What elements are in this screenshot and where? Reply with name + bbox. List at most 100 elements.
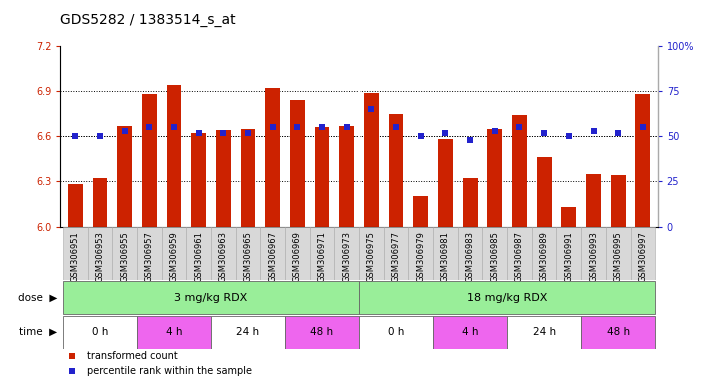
Text: 4 h: 4 h xyxy=(462,327,479,337)
Bar xyxy=(586,174,601,227)
Bar xyxy=(557,227,581,280)
Bar xyxy=(87,227,112,280)
Bar xyxy=(433,227,458,280)
Bar xyxy=(611,175,626,227)
Bar xyxy=(606,227,631,280)
Bar xyxy=(487,129,502,227)
Bar xyxy=(537,157,552,227)
Point xyxy=(637,124,648,131)
Bar xyxy=(581,227,606,280)
Text: 48 h: 48 h xyxy=(311,327,333,337)
Bar xyxy=(315,127,329,227)
Text: percentile rank within the sample: percentile rank within the sample xyxy=(87,366,252,376)
Bar xyxy=(636,94,651,227)
Bar xyxy=(463,179,478,227)
Bar xyxy=(310,227,334,280)
Point xyxy=(439,130,451,136)
Bar xyxy=(137,316,211,349)
Point xyxy=(415,133,427,139)
Text: GSM306955: GSM306955 xyxy=(120,231,129,281)
Bar xyxy=(413,197,428,227)
Text: 0 h: 0 h xyxy=(388,327,405,337)
Text: GSM306979: GSM306979 xyxy=(416,231,425,282)
Text: GDS5282 / 1383514_s_at: GDS5282 / 1383514_s_at xyxy=(60,13,236,27)
Point xyxy=(218,130,229,136)
Text: 24 h: 24 h xyxy=(237,327,260,337)
Bar xyxy=(339,126,354,227)
Point xyxy=(390,124,402,131)
Bar xyxy=(265,88,280,227)
Bar xyxy=(285,316,359,349)
Bar xyxy=(334,227,359,280)
Text: time  ▶: time ▶ xyxy=(18,327,57,337)
Point xyxy=(538,130,550,136)
Point xyxy=(95,133,106,139)
Text: GSM306951: GSM306951 xyxy=(70,231,80,281)
Bar xyxy=(458,227,483,280)
Bar xyxy=(211,227,235,280)
Text: GSM306963: GSM306963 xyxy=(219,231,228,282)
Bar xyxy=(137,227,161,280)
Text: GSM306983: GSM306983 xyxy=(466,231,475,282)
Text: 18 mg/kg RDX: 18 mg/kg RDX xyxy=(467,293,547,303)
Point xyxy=(563,133,574,139)
Text: 48 h: 48 h xyxy=(606,327,630,337)
Point xyxy=(462,138,474,144)
Text: GSM306995: GSM306995 xyxy=(614,231,623,281)
Point xyxy=(144,124,155,131)
Text: GSM306959: GSM306959 xyxy=(169,231,178,281)
Point xyxy=(316,124,328,131)
Bar xyxy=(235,227,260,280)
Point xyxy=(612,130,624,136)
Bar xyxy=(507,316,581,349)
Text: GSM306971: GSM306971 xyxy=(318,231,326,282)
Bar xyxy=(142,94,156,227)
Text: GSM306969: GSM306969 xyxy=(293,231,302,282)
Point xyxy=(588,128,599,134)
Point xyxy=(70,133,81,139)
Bar xyxy=(211,316,285,349)
Bar xyxy=(512,115,527,227)
Bar xyxy=(408,227,433,280)
Bar xyxy=(438,139,453,227)
Text: GSM306961: GSM306961 xyxy=(194,231,203,282)
Bar xyxy=(359,227,384,280)
Text: 3 mg/kg RDX: 3 mg/kg RDX xyxy=(174,293,247,303)
Bar xyxy=(92,179,107,227)
Bar xyxy=(161,227,186,280)
Point xyxy=(514,124,525,131)
Text: dose  ▶: dose ▶ xyxy=(18,293,57,303)
Text: GSM306975: GSM306975 xyxy=(367,231,376,282)
Point xyxy=(267,124,279,131)
Bar xyxy=(581,316,656,349)
Point xyxy=(462,278,474,284)
Bar xyxy=(364,93,379,227)
Bar xyxy=(112,227,137,280)
Bar xyxy=(240,129,255,227)
Text: GSM306981: GSM306981 xyxy=(441,231,450,282)
Bar xyxy=(631,227,656,280)
Bar xyxy=(63,227,87,280)
Bar xyxy=(216,130,231,227)
Bar xyxy=(290,100,305,227)
Text: GSM306985: GSM306985 xyxy=(491,231,499,282)
Text: GSM306957: GSM306957 xyxy=(145,231,154,282)
Bar xyxy=(260,227,285,280)
Text: GSM306973: GSM306973 xyxy=(342,231,351,282)
Bar xyxy=(562,207,576,227)
Bar xyxy=(63,281,359,314)
Bar xyxy=(359,281,656,314)
Text: GSM306993: GSM306993 xyxy=(589,231,598,282)
Point xyxy=(365,106,377,112)
Text: 24 h: 24 h xyxy=(533,327,556,337)
Point xyxy=(464,137,476,143)
Bar xyxy=(433,316,507,349)
Text: 0 h: 0 h xyxy=(92,327,108,337)
Bar xyxy=(359,316,433,349)
Bar xyxy=(285,227,310,280)
Point xyxy=(489,128,501,134)
Point xyxy=(292,124,303,131)
Text: GSM306987: GSM306987 xyxy=(515,231,524,282)
Text: transformed count: transformed count xyxy=(87,351,178,361)
Bar xyxy=(507,227,532,280)
